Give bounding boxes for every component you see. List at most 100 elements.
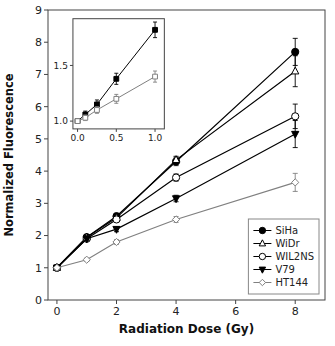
x-tick-label: 0.5	[109, 133, 123, 143]
data-point	[153, 27, 158, 32]
legend-label: WIL2NS	[275, 251, 314, 262]
data-point	[75, 119, 80, 124]
y-tick	[44, 74, 48, 75]
legend-label: SiHa	[275, 225, 298, 236]
data-point	[172, 156, 179, 163]
y-tick-label: 0	[35, 294, 42, 307]
plot-frame	[48, 10, 325, 300]
plot-background	[73, 19, 164, 129]
series	[75, 71, 157, 123]
x-tick	[176, 300, 177, 304]
y-tick	[44, 42, 48, 43]
y-tick	[44, 10, 48, 11]
x-axis-label: Radiation Dose (Gy)	[119, 322, 254, 336]
legend: SiHa WiDr WIL2NS V79 HT144	[248, 219, 319, 294]
error-bar	[153, 22, 157, 38]
page: {"chart_data": [ {"type": "line", "xlabe…	[0, 0, 335, 346]
y-axis-label: Normalized Fluorescence	[2, 73, 16, 236]
y-tick-label: 1	[35, 262, 42, 275]
x-tick-label: 6	[232, 305, 239, 318]
y-tick-label: 2	[35, 229, 42, 242]
y-tick-label: 4	[35, 165, 42, 178]
data-point	[113, 226, 120, 233]
y-tick-label: 1.5	[54, 61, 68, 71]
data-point	[172, 174, 179, 181]
y-tick	[44, 300, 48, 301]
y-tick	[44, 171, 48, 172]
data-point	[113, 238, 120, 245]
inset-chart: 0.0 0.5 1.0 1.0 1.5	[54, 19, 165, 143]
data-point	[83, 115, 88, 120]
y-tick-label: 8	[35, 36, 42, 49]
x-tick-label: 1.0	[148, 133, 163, 143]
legend-label: WiDr	[275, 238, 300, 249]
error-bar	[153, 71, 157, 82]
data-point	[114, 76, 119, 81]
y-tick-label: 3	[35, 197, 42, 210]
x-tick-label: 2	[113, 305, 120, 318]
data-point	[292, 179, 299, 186]
legend-item: WiDr	[253, 238, 300, 249]
legend-marker	[259, 279, 265, 285]
legend-marker	[259, 240, 265, 246]
x-tick	[116, 300, 117, 304]
y-tick-label: 7	[35, 68, 42, 81]
series	[75, 22, 157, 123]
legend-marker	[259, 227, 265, 233]
data-point	[113, 216, 120, 223]
error-bar	[76, 119, 80, 123]
legend-item: V79	[253, 264, 295, 275]
data-point	[53, 264, 60, 271]
y-tick	[44, 106, 48, 107]
x-tick	[295, 300, 296, 304]
data-point	[53, 264, 60, 271]
x-tick	[235, 300, 236, 304]
data-point	[83, 236, 90, 243]
data-point	[95, 108, 100, 113]
series-line	[57, 116, 295, 267]
data-point	[153, 74, 158, 79]
chart: 024680123456789Radiation Dose (Gy)Normal…	[0, 0, 335, 346]
error-bar	[83, 115, 87, 121]
background	[0, 0, 335, 346]
y-tick	[44, 267, 48, 268]
data-point	[83, 256, 90, 263]
data-point	[172, 216, 179, 223]
y-tick	[44, 235, 48, 236]
data-point	[172, 196, 179, 203]
series-line	[78, 77, 155, 122]
error-bar	[114, 94, 118, 103]
data-point	[53, 265, 60, 272]
legend-box	[248, 219, 319, 294]
legend-item: SiHa	[253, 225, 298, 236]
error-bar	[95, 107, 99, 114]
data-point	[292, 67, 299, 74]
plot-frame	[73, 19, 164, 129]
series-line	[78, 30, 155, 121]
data-point	[95, 102, 100, 107]
y-tick	[44, 138, 48, 139]
data-point	[292, 48, 299, 55]
y-tick-label: 6	[35, 101, 42, 114]
legend-marker	[259, 253, 265, 259]
error-bar	[76, 119, 80, 123]
data-point	[75, 119, 80, 124]
x-tick-label: 8	[292, 305, 299, 318]
data-point	[292, 113, 299, 120]
y-tick	[44, 203, 48, 204]
x-tick-label: 0	[53, 305, 60, 318]
data-point	[53, 264, 60, 271]
legend-marker	[259, 267, 265, 273]
main-chart: 024680123456789Radiation Dose (Gy)Normal…	[2, 4, 325, 336]
x-tick-label: 0.0	[70, 133, 85, 143]
plot-data	[75, 22, 157, 123]
legend-label: V79	[275, 264, 295, 275]
x-tick-label: 4	[173, 305, 180, 318]
error-bar	[114, 73, 118, 84]
legend-item: HT144	[253, 277, 308, 288]
x-tick	[56, 300, 57, 304]
y-tick-label: 1.0	[54, 116, 69, 126]
y-tick-label: 5	[35, 133, 42, 146]
data-point	[292, 131, 299, 138]
legend-label: HT144	[275, 277, 308, 288]
